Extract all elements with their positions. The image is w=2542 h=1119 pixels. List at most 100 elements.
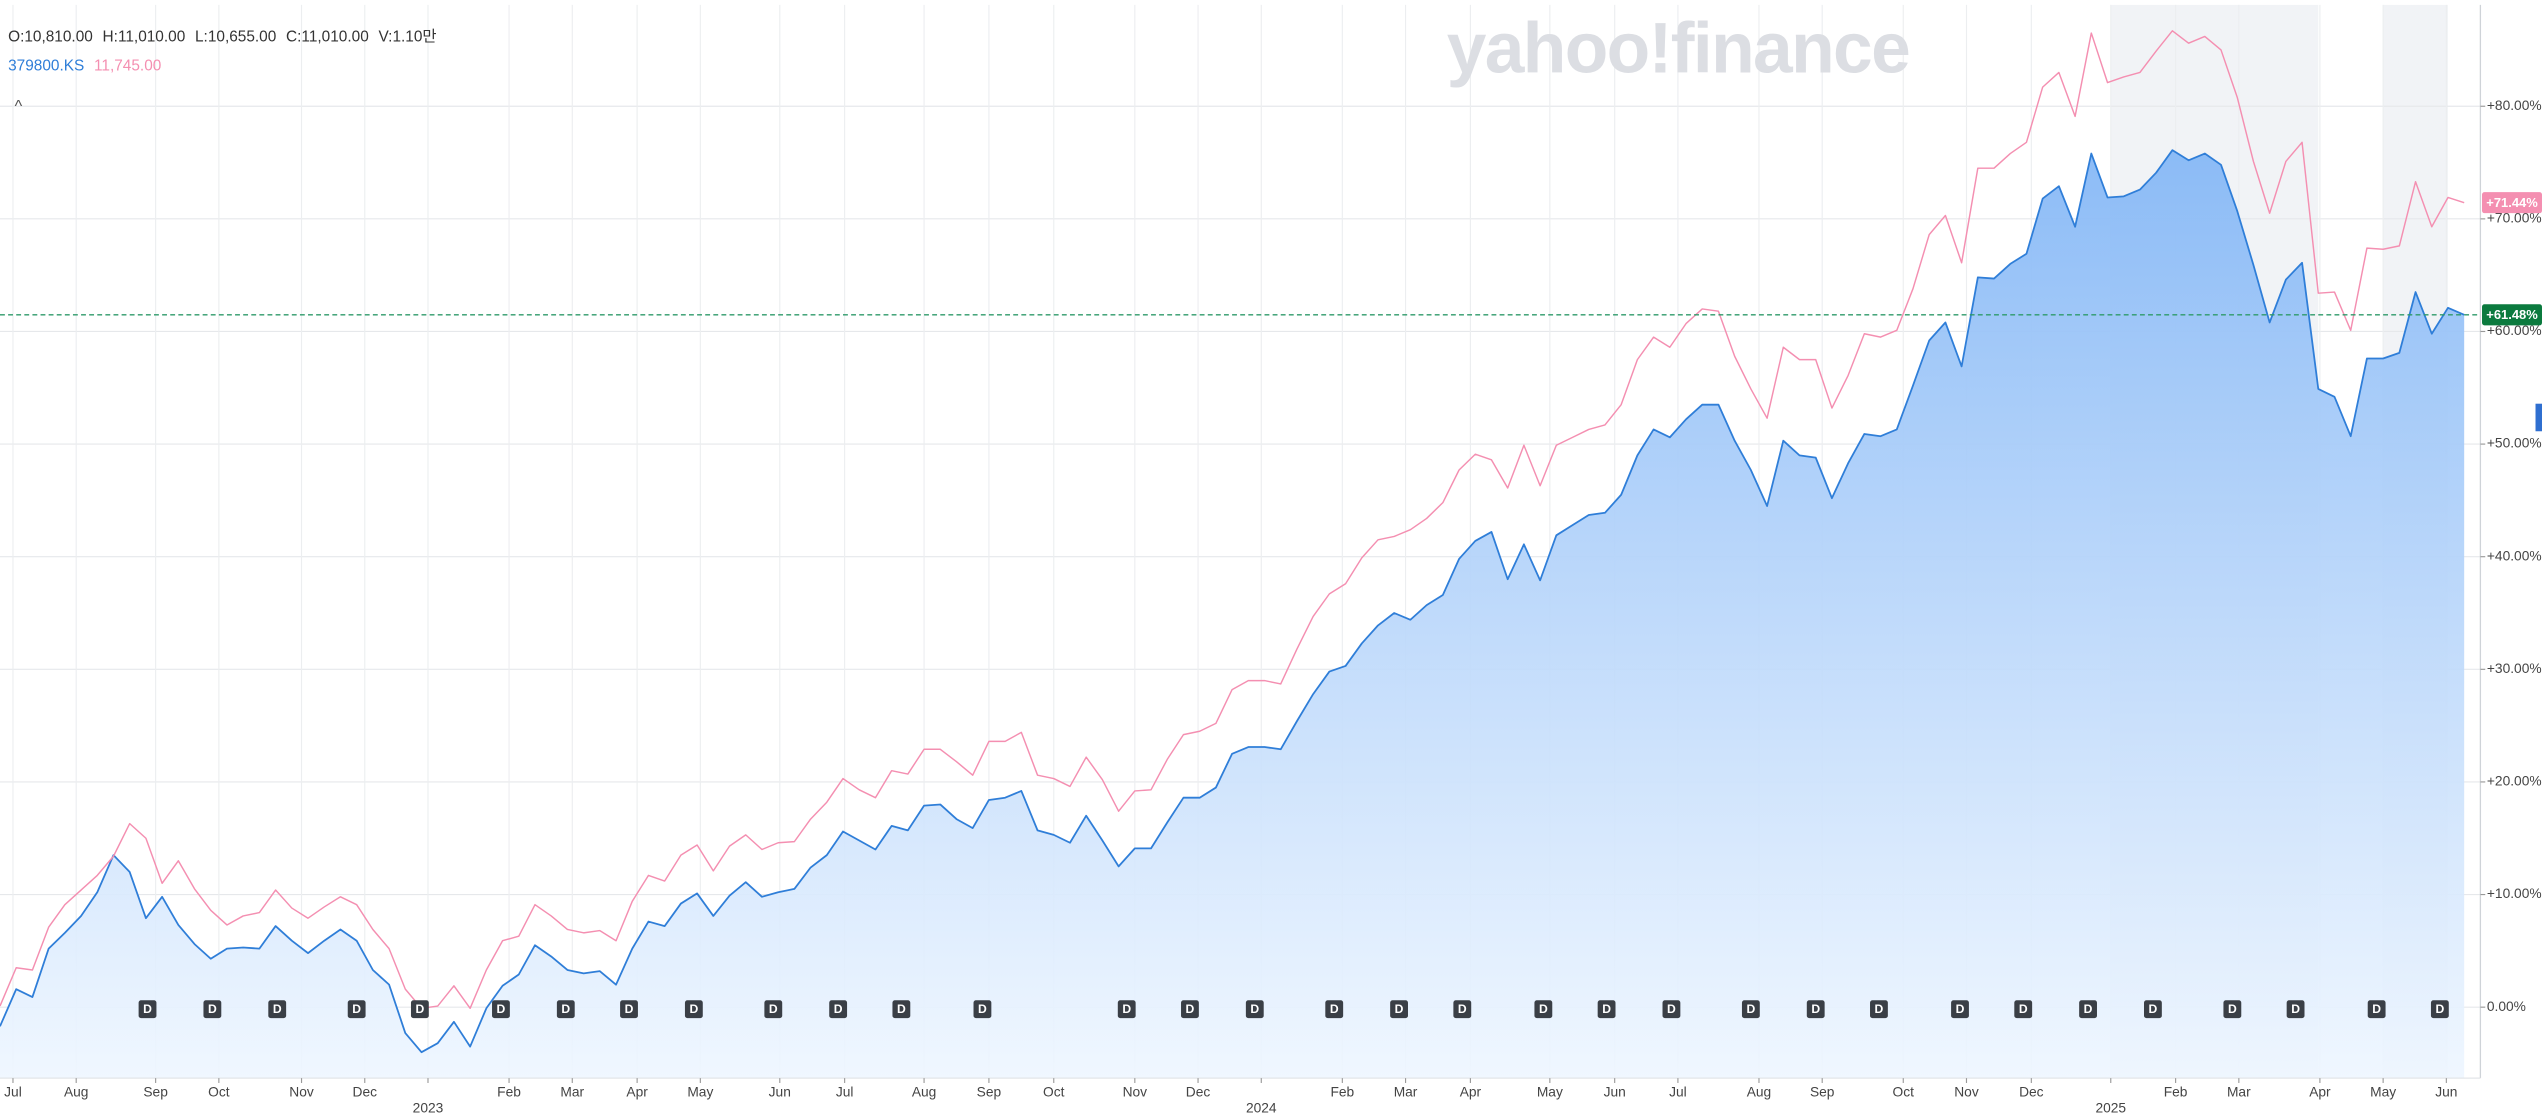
x-tick-label: Feb — [1330, 1084, 1354, 1099]
dividend-marker-label: D — [2228, 1002, 2237, 1016]
dividend-marker[interactable] — [1597, 1000, 1616, 1019]
x-tick-label: Aug — [1747, 1084, 1772, 1099]
dividend-marker[interactable] — [556, 1000, 575, 1019]
dividend-marker[interactable] — [892, 1000, 911, 1019]
x-tick-label: May — [2370, 1084, 2396, 1099]
series-line — [0, 149, 2465, 1054]
x-tick-label: Oct — [1043, 1084, 1065, 1099]
dividend-marker[interactable] — [1325, 1000, 1344, 1019]
ohlc-value: V:1.10만 — [378, 27, 436, 45]
dividend-marker[interactable] — [620, 1000, 638, 1019]
dividend-marker[interactable] — [1181, 1000, 1199, 1019]
collapse-toggle[interactable]: ^ — [15, 97, 23, 115]
x-tick-label: Jun — [1604, 1084, 1626, 1099]
x-tick-label: Jun — [769, 1084, 791, 1099]
x-tick-label: Sep — [977, 1084, 1002, 1099]
dividend-marker-label: D — [1250, 1002, 1259, 1016]
dividend-marker[interactable] — [1741, 1000, 1760, 1019]
dividend-marker[interactable] — [1870, 1000, 1888, 1019]
series-area — [0, 150, 2465, 1079]
dividend-marker-label: D — [1875, 1002, 1884, 1016]
x-tick-label: Apr — [2309, 1084, 2331, 1099]
x-tick-label: Jul — [1669, 1084, 1687, 1099]
x-tick-label: Jul — [836, 1084, 854, 1099]
ohlc-value: C:11,010.00 — [286, 28, 369, 45]
dividend-marker[interactable] — [684, 1000, 703, 1019]
dividend-marker[interactable] — [2014, 1000, 2033, 1019]
dividend-marker[interactable] — [347, 1000, 366, 1019]
dividend-marker-label: D — [2372, 1002, 2381, 1016]
x-year-label: 2023 — [413, 1101, 444, 1116]
x-year-label: 2024 — [1246, 1101, 1277, 1116]
dividend-marker-label: D — [689, 1002, 698, 1016]
dividend-marker[interactable] — [2286, 1000, 2305, 1019]
dividend-marker[interactable] — [268, 1000, 287, 1019]
x-tick-label: Jul — [4, 1084, 22, 1099]
x-tick-label: Sep — [143, 1084, 168, 1099]
dividend-marker-label: D — [1956, 1002, 1965, 1016]
x-tick-label: Oct — [1893, 1084, 1915, 1099]
dividend-marker-label: D — [273, 1002, 282, 1016]
x-tick-label: Aug — [64, 1084, 89, 1099]
dividend-marker-label: D — [415, 1002, 424, 1016]
x-tick-label: Aug — [912, 1084, 936, 1099]
dividend-marker-label: D — [561, 1002, 570, 1016]
x-tick-label: May — [687, 1084, 713, 1099]
y-tick-label: +40.00% — [2487, 548, 2542, 563]
ohlc-value: L:10,655.00 — [195, 28, 276, 45]
dividend-marker-label: D — [2435, 1002, 2444, 1016]
x-tick-label: Apr — [1460, 1084, 1482, 1099]
y-tick-label: 0.00% — [2487, 999, 2526, 1014]
dividend-marker[interactable] — [2223, 1000, 2242, 1019]
dividend-marker[interactable] — [1245, 1000, 1264, 1019]
watermark: yahoo!finance — [1447, 8, 1909, 88]
dividend-marker[interactable] — [1951, 1000, 1969, 1019]
dividend-marker[interactable] — [1662, 1000, 1681, 1019]
y-tick-label: +80.00% — [2487, 98, 2542, 113]
dividend-marker[interactable] — [2430, 1000, 2449, 1019]
dividend-marker[interactable] — [492, 1000, 510, 1019]
x-tick-label: Feb — [2164, 1084, 2188, 1099]
dividend-marker[interactable] — [973, 1000, 992, 1019]
side-tab[interactable] — [2535, 403, 2542, 432]
x-tick-label: Nov — [1123, 1084, 1148, 1099]
dividend-marker[interactable] — [1806, 1000, 1825, 1019]
dividend-marker[interactable] — [764, 1000, 783, 1019]
dividend-marker[interactable] — [829, 1000, 848, 1019]
x-tick-label: Dec — [1186, 1084, 1211, 1099]
dividend-marker[interactable] — [1453, 1000, 1472, 1019]
y-tick-label: +20.00% — [2487, 774, 2542, 789]
dividend-marker[interactable] — [2367, 1000, 2386, 1019]
x-tick-label: Dec — [353, 1084, 378, 1099]
dividend-marker-label: D — [1602, 1002, 1611, 1016]
dividend-marker-label: D — [1746, 1002, 1755, 1016]
dividend-marker-label: D — [2019, 1002, 2028, 1016]
dividend-marker[interactable] — [203, 1000, 222, 1019]
dividend-marker-label: D — [497, 1002, 506, 1016]
x-tick-label: Nov — [1954, 1084, 1979, 1099]
dividend-marker[interactable] — [1117, 1000, 1136, 1019]
y-tick-label: +10.00% — [2487, 886, 2542, 901]
x-tick-label: Dec — [2019, 1084, 2044, 1099]
dividend-marker[interactable] — [138, 1000, 157, 1019]
dividend-marker-label: D — [834, 1002, 843, 1016]
dividend-marker[interactable] — [1534, 1000, 1553, 1019]
dividend-marker[interactable] — [410, 1000, 429, 1019]
end-badge-label: +71.44% — [2486, 195, 2538, 210]
dividend-marker[interactable] — [2079, 1000, 2097, 1019]
x-tick-label: Mar — [1394, 1084, 1418, 1099]
dividend-marker[interactable] — [1390, 1000, 1408, 1019]
legend-entry[interactable]: 11,745.00 — [94, 58, 161, 75]
y-tick-label: +60.00% — [2487, 323, 2542, 338]
x-tick-label: Feb — [497, 1084, 521, 1099]
dividend-marker-label: D — [625, 1002, 634, 1016]
dividend-marker-label: D — [2084, 1002, 2093, 1016]
dividend-marker-label: D — [1539, 1002, 1548, 1016]
dividend-marker-label: D — [897, 1002, 906, 1016]
x-tick-label: Nov — [289, 1084, 314, 1099]
dividend-marker[interactable] — [2144, 1000, 2162, 1019]
dividend-marker-label: D — [1811, 1002, 1820, 1016]
dividend-marker-label: D — [769, 1002, 778, 1016]
legend-entry[interactable]: 379800.KS — [8, 58, 84, 75]
y-tick-label: +30.00% — [2487, 661, 2542, 676]
